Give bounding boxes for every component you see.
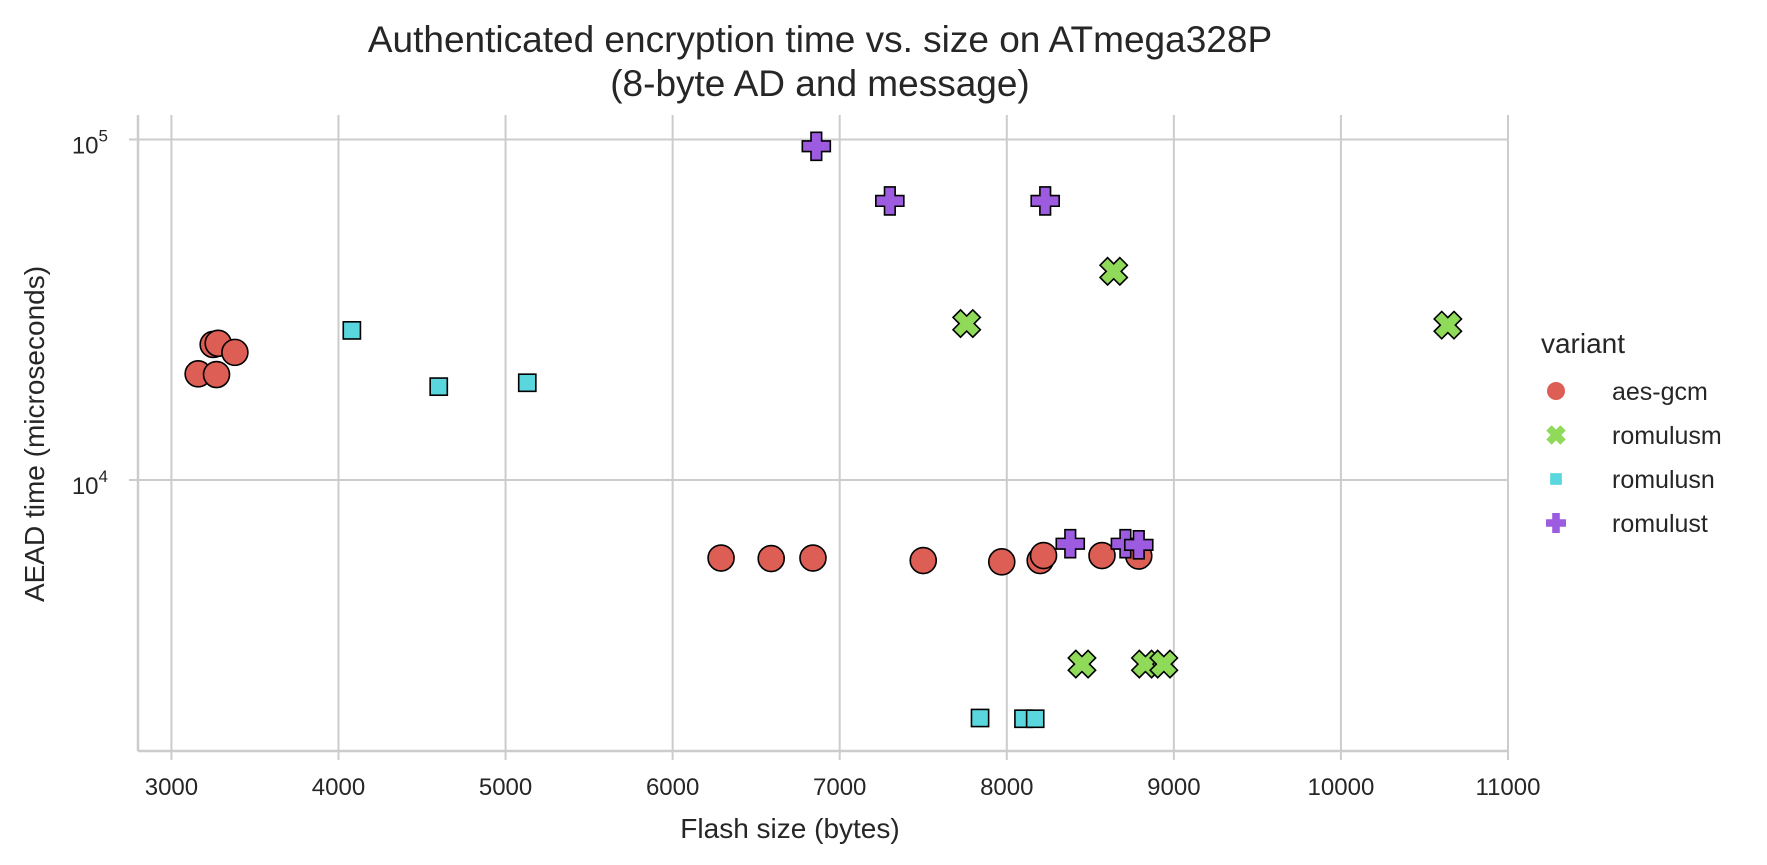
x-tick-label: 5000 [479,774,532,801]
romulusm-point [951,308,982,339]
x-tick-label: 3000 [145,774,198,801]
legend-label-romulust: romulust [1612,510,1708,538]
romulusn-point [970,708,990,728]
x-axis-label: Flash size (bytes) [680,813,899,844]
legend-marker-romulust [1546,513,1566,533]
aes-gcm-point [799,544,827,572]
x-tick-label: 8000 [980,774,1033,801]
romulusn-point [342,321,362,340]
aes-gcm-point [909,546,938,575]
x-tick-label: 4000 [312,774,365,801]
aes-gcm-point [202,360,231,389]
romulusn-point [429,377,449,397]
chart-title: Authenticated encryption time vs. size o… [368,19,1272,60]
x-tick-label: 6000 [646,774,699,801]
x-tick-label: 11000 [1476,774,1541,801]
romulusm-point [1433,310,1463,340]
aes-gcm-point [1088,541,1116,570]
romulust-point [1123,530,1154,560]
grid [138,115,1509,751]
legend-marker-romulusn [1550,473,1562,485]
romulust-point [801,131,832,162]
x-tick-label: 9000 [1147,774,1200,801]
romulust-point [875,186,905,216]
legend-marker-aes-gcm [1547,382,1565,400]
x-tick-label: 7000 [813,774,866,801]
legend-marker-romulusm [1546,425,1566,445]
legend-label-romulusm: romulusm [1612,422,1722,450]
data-points [184,131,1463,729]
legend-title: variant [1541,328,1625,359]
aes-gcm-point [987,548,1016,576]
aes-gcm-point [757,544,786,573]
legend-label-aes-gcm: aes-gcm [1612,378,1708,406]
romulusm-point [1098,256,1129,287]
x-tick-label: 10000 [1308,774,1375,801]
romulusm-point [1067,649,1097,679]
romulust-point [1030,186,1061,216]
y-tick-label: 104 [72,467,108,500]
legend-label-romulusn: romulusn [1612,466,1715,494]
aes-gcm-point [707,544,735,572]
aes-gcm-point [1029,541,1058,570]
aes-gcm-point [221,338,249,367]
romulusn-point [1025,709,1045,729]
chart-subtitle: (8-byte AD and message) [610,63,1030,104]
y-tick-label: 105 [72,126,108,159]
romulusm-point [1149,649,1179,679]
y-axis-label: AEAD time (microseconds) [19,266,50,602]
legend: variant aes-gcm romulusm romulusn romulust [1541,328,1722,538]
romulusn-point [517,373,537,393]
romulust-point [1055,528,1086,559]
axes: 3000 4000 5000 6000 7000 8000 9000 10000 11000 10… [72,115,1541,801]
